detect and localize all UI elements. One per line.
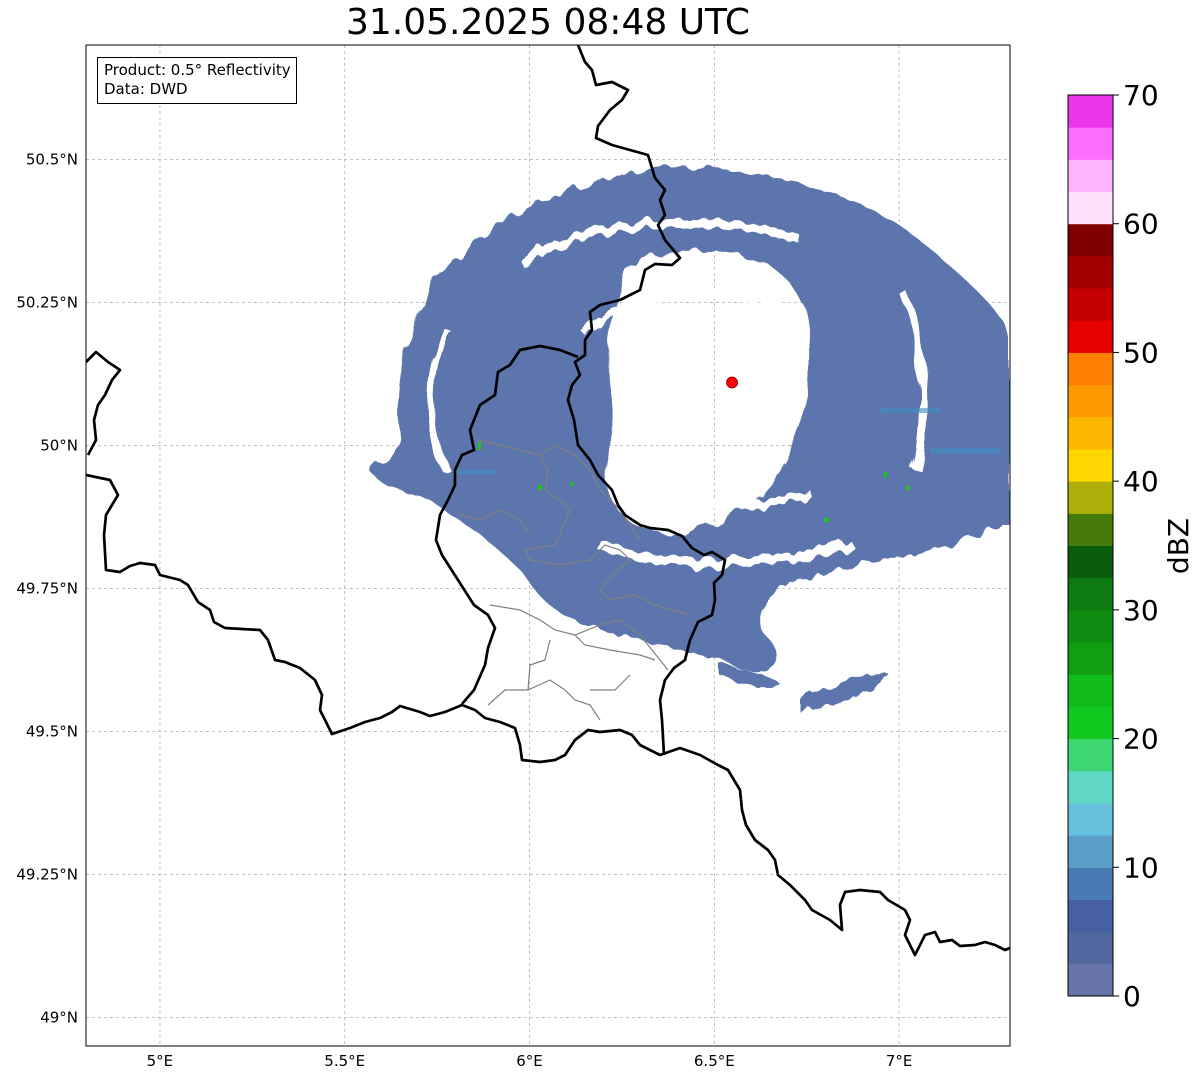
lat-tick-label: 49.75°N <box>16 579 78 597</box>
colorbar-label: dBZ <box>1162 518 1195 574</box>
latitude-ticks: 49°N 49.25°N 49.5°N 49.75°N 50°N 50.25°N 50.5°… <box>16 150 78 1026</box>
gap-ring-inner-south <box>636 480 812 509</box>
colorbar-swatch <box>1068 320 1113 353</box>
data-source-text: Data: DWD <box>104 80 188 98</box>
colorbar-swatch <box>1068 931 1113 965</box>
colorbar-tick-label: 10 <box>1123 851 1159 884</box>
info-box: Product: 0.5° Reflectivity Data: DWD <box>97 57 297 104</box>
colorbar-swatch <box>1068 448 1113 482</box>
lat-tick-label: 49.5°N <box>26 722 78 740</box>
colorbar-swatch <box>1068 577 1113 611</box>
gap-ring-east <box>898 290 928 470</box>
colorbar-swatch <box>1068 867 1113 900</box>
colorbar-swatch <box>1068 127 1113 160</box>
colorbar-swatch <box>1068 963 1113 997</box>
colorbar-tick-label: 70 <box>1123 79 1159 112</box>
colorbar-tick-label: 60 <box>1123 208 1159 241</box>
colorbar-tick-label: 20 <box>1123 723 1159 756</box>
colorbar-swatch <box>1068 416 1113 450</box>
colorbar-swatch <box>1068 223 1113 257</box>
gap-ring-north <box>520 217 800 268</box>
lat-tick-label: 50.5°N <box>26 150 78 168</box>
colorbar-swatch <box>1068 738 1113 772</box>
colorbar: 0 10 20 30 40 50 60 70 dBZ <box>1067 79 1195 1013</box>
lat-tick-label: 49.25°N <box>16 865 78 883</box>
lon-tick-label: 6°E <box>516 1052 543 1070</box>
reflectivity-layer <box>371 167 1010 712</box>
colorbar-swatch <box>1068 706 1113 740</box>
longitude-ticks: 5°E 5.5°E 6°E 6.5°E 7°E <box>147 1052 913 1070</box>
colorbar-tick-label: 30 <box>1123 594 1159 627</box>
colorbar-swatch <box>1068 802 1113 836</box>
colorbar-ticks: 0 10 20 30 40 50 60 70 <box>1113 79 1159 1013</box>
isolated-cells <box>478 442 910 522</box>
colorbar-swatch <box>1068 674 1113 707</box>
product-text: Product: 0.5° Reflectivity <box>104 61 291 79</box>
colorbar-swatch <box>1068 835 1113 868</box>
echo-streaks <box>455 408 1000 474</box>
colorbar-tick-label: 0 <box>1123 980 1141 1013</box>
echo-region-south <box>720 665 780 686</box>
lat-tick-label: 50°N <box>40 436 78 454</box>
gap-ring-inner-north <box>580 290 780 336</box>
colorbar-swatch <box>1068 513 1113 546</box>
lon-tick-label: 7°E <box>886 1052 913 1070</box>
map-title: 31.05.2025 08:48 UTC <box>345 2 751 43</box>
gap-west-ring <box>427 328 450 472</box>
boundaries <box>86 45 1010 957</box>
lon-tick-label: 5.5°E <box>324 1052 365 1070</box>
lon-tick-label: 6.5°E <box>694 1052 735 1070</box>
colorbar-swatch <box>1068 899 1113 933</box>
colorbar-swatch <box>1068 159 1113 193</box>
colorbar-swatch <box>1068 255 1113 289</box>
colorbar-swatch <box>1068 191 1113 225</box>
colorbar-tick-label: 40 <box>1123 465 1159 498</box>
colorbar-frame <box>1067 94 1114 997</box>
colorbar-swatch <box>1068 609 1113 643</box>
colorbar-swatch <box>1068 642 1113 675</box>
colorbar-swatch <box>1068 545 1113 579</box>
lon-tick-label: 5°E <box>147 1052 174 1070</box>
map-frame <box>85 44 1011 1047</box>
admin-boundaries <box>459 439 691 721</box>
gap-ring-south <box>596 540 855 569</box>
radar-site-marker <box>726 376 738 389</box>
echo-region-southeast <box>800 673 890 712</box>
colorbar-swatch <box>1068 481 1113 514</box>
colorbar-swatch <box>1068 95 1113 128</box>
colorbar-swatch <box>1068 770 1113 804</box>
colorbar-swatch <box>1068 288 1113 321</box>
radar-echoes <box>371 167 1010 712</box>
lat-tick-label: 50.25°N <box>16 293 78 311</box>
colorbar-swatch <box>1068 352 1113 386</box>
echo-gaps <box>427 217 928 569</box>
country-border <box>566 45 727 756</box>
colorbar-tick-label: 50 <box>1123 336 1159 369</box>
lat-tick-label: 49°N <box>40 1008 78 1026</box>
country-border <box>86 344 1010 957</box>
colorbar-swatch <box>1068 384 1113 418</box>
colorbar-swatches <box>1068 95 1113 997</box>
